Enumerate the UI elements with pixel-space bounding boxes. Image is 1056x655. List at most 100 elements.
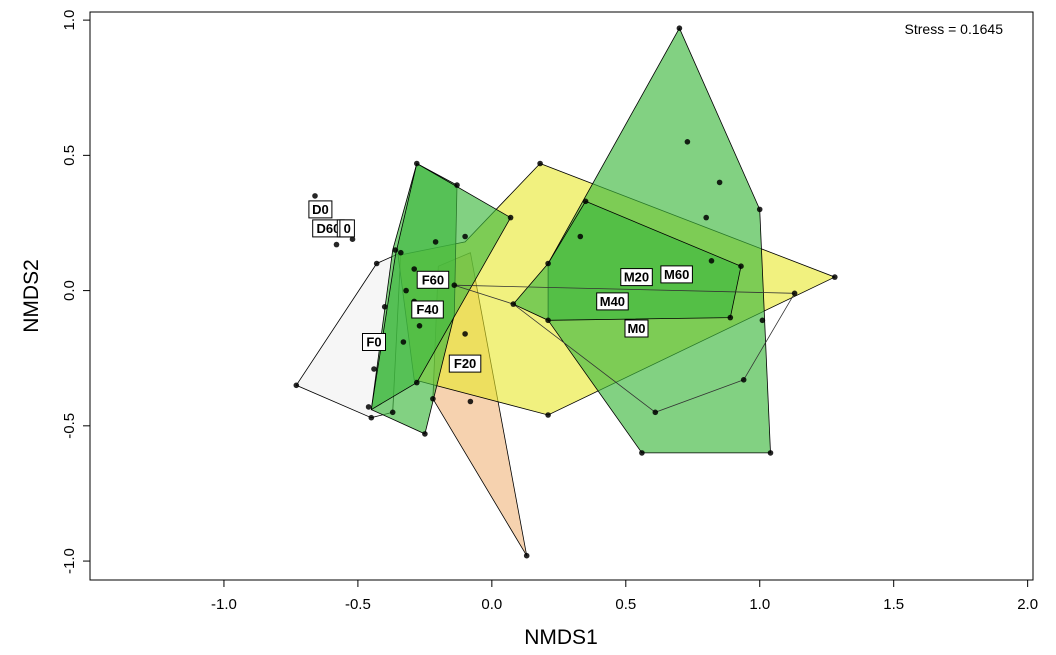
group-labels-layer: D0D6000F60F40F0F20M20M60M40M0 <box>308 200 693 373</box>
group-label-box <box>620 268 653 287</box>
data-point <box>389 409 396 416</box>
data-point <box>392 247 399 253</box>
group-label-box <box>411 300 444 319</box>
group-label-f0: F0 <box>362 333 386 351</box>
group-label-text: 0 <box>344 221 351 236</box>
group-label-f20: F20 <box>448 354 482 373</box>
data-point <box>416 323 423 329</box>
data-point <box>349 236 356 242</box>
data-point <box>430 396 436 402</box>
data-point <box>454 182 460 188</box>
data-point <box>510 301 517 307</box>
data-point <box>312 193 318 199</box>
data-point <box>507 214 514 221</box>
data-point <box>791 290 798 297</box>
data-point <box>738 263 744 270</box>
data-point <box>716 179 723 186</box>
y-tick-label: 1.0 <box>61 10 78 31</box>
data-point <box>365 404 372 410</box>
group-label-text: F20 <box>454 356 476 371</box>
x-tick-label: 0.5 <box>615 596 636 613</box>
group-label-m40: M40 <box>596 292 629 311</box>
group-label-box <box>660 265 693 284</box>
y-tick-label: -0.5 <box>61 413 78 439</box>
y-axis: -1.0 -0.5 0.0 0.5 1.0 <box>61 10 90 574</box>
group-label-box <box>624 319 649 338</box>
data-point <box>403 287 409 294</box>
data-point <box>703 214 709 221</box>
data-point <box>537 160 543 167</box>
data-point <box>577 233 584 240</box>
stress-annotation: Stress = 0.1645 <box>905 21 1004 37</box>
group-label-text: M60 <box>664 267 689 282</box>
outline-layer <box>454 284 796 413</box>
data-point <box>684 139 691 145</box>
x-axis-title: NMDS1 <box>524 626 598 649</box>
x-axis: -1.0 -0.5 0.0 0.5 1.0 1.5 2.0 <box>211 580 1038 613</box>
data-point <box>639 450 645 456</box>
group-label-box <box>448 354 482 373</box>
group-label-m60: M60 <box>660 265 693 284</box>
data-point <box>545 260 551 267</box>
y-tick-label: 0.0 <box>61 280 78 301</box>
group-label-text: M0 <box>627 321 645 336</box>
y-tick-label: -1.0 <box>61 548 78 574</box>
x-tick-label: 2.0 <box>1017 596 1038 613</box>
group-label-box <box>596 292 629 311</box>
data-point <box>727 314 734 321</box>
data-point <box>832 274 838 280</box>
data-point <box>462 331 468 337</box>
data-point <box>545 317 551 324</box>
x-tick-label: 1.0 <box>749 596 770 613</box>
group-label-m20: M20 <box>620 268 653 287</box>
x-tick-label: -1.0 <box>211 596 237 613</box>
data-point <box>767 450 774 456</box>
data-point <box>582 198 589 205</box>
x-tick-label: -0.5 <box>345 596 371 613</box>
data-point <box>467 398 474 405</box>
group-label-text: D0 <box>312 202 329 217</box>
group-label-f40: F40 <box>411 300 444 319</box>
data-point <box>432 239 439 245</box>
data-point <box>759 317 766 324</box>
data-point <box>368 414 375 421</box>
data-point <box>756 206 763 213</box>
y-axis-title: NMDS2 <box>20 259 43 333</box>
data-point <box>414 160 420 167</box>
x-tick-label: 1.5 <box>883 596 904 613</box>
group-label-box <box>362 333 386 351</box>
data-point <box>373 260 380 267</box>
group-label-text: D60 <box>316 221 340 236</box>
group-label-m0: M0 <box>624 319 649 338</box>
data-point <box>400 339 407 345</box>
data-point <box>462 233 468 240</box>
data-point <box>414 379 420 386</box>
data-point <box>381 304 388 310</box>
outline-hull-1 <box>454 284 796 413</box>
data-point <box>293 382 300 389</box>
group-label-f60: F60 <box>416 270 450 289</box>
data-point <box>371 366 377 372</box>
data-point <box>652 409 659 416</box>
data-point <box>676 25 683 32</box>
group-label-text: M20 <box>624 270 649 285</box>
group-label-0: 0 <box>339 219 355 238</box>
group-label-text: F0 <box>366 335 381 350</box>
data-point <box>451 282 458 289</box>
data-point <box>740 377 747 383</box>
data-point <box>333 241 340 248</box>
group-label-box <box>308 200 333 219</box>
group-label-d60: D60 <box>312 219 345 238</box>
group-label-d0: D0 <box>308 200 333 219</box>
plot-frame <box>89 11 1034 581</box>
data-point <box>523 552 530 559</box>
data-point <box>422 431 428 437</box>
group-label-text: F60 <box>422 272 444 287</box>
group-label-text: M40 <box>600 294 625 309</box>
data-point <box>411 266 418 272</box>
group-label-box <box>416 270 450 289</box>
data-point <box>398 249 404 256</box>
data-point <box>545 412 551 418</box>
y-tick-label: 0.5 <box>61 145 78 166</box>
